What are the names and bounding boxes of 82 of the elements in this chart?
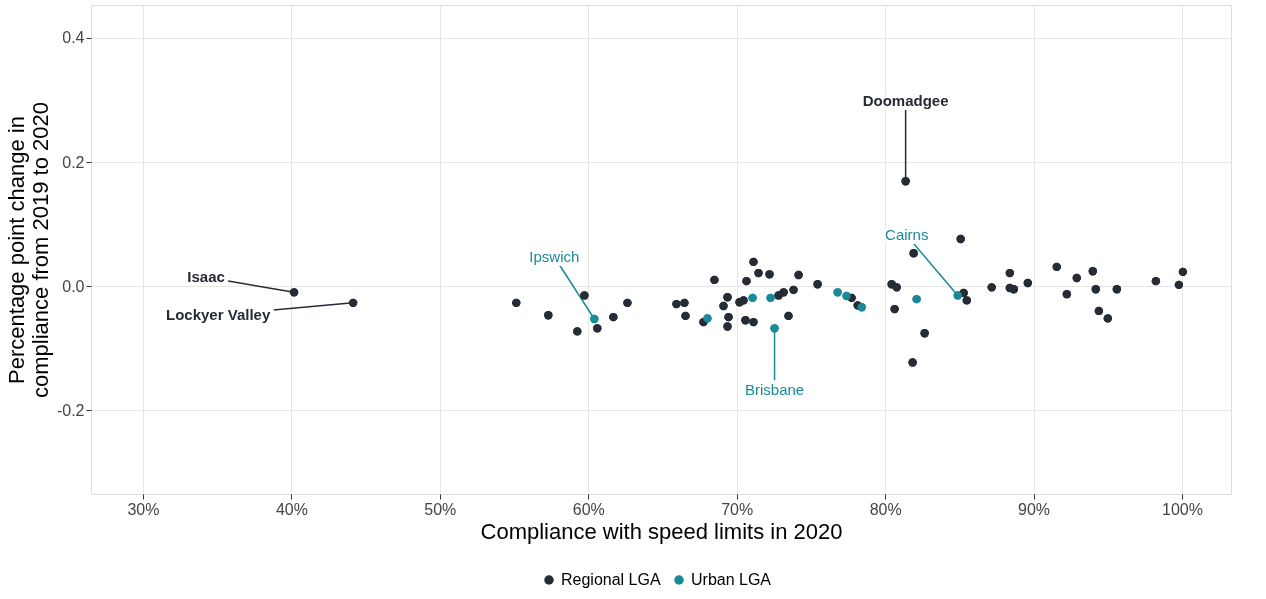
point bbox=[749, 257, 758, 267]
x-tick-label: 80% bbox=[869, 500, 902, 518]
legend-label: Regional LGA bbox=[561, 571, 661, 588]
point bbox=[609, 312, 618, 322]
point bbox=[912, 294, 921, 304]
point bbox=[953, 291, 962, 300]
point bbox=[1178, 267, 1188, 277]
point bbox=[789, 285, 798, 295]
annotation: Cairns bbox=[885, 226, 929, 244]
point bbox=[765, 270, 774, 279]
x-tick-label: 70% bbox=[721, 500, 754, 518]
point bbox=[794, 270, 803, 280]
x-tick-label: 30% bbox=[127, 500, 160, 518]
point bbox=[573, 327, 582, 336]
annotation: Isaac bbox=[187, 268, 225, 286]
point bbox=[908, 358, 917, 367]
point bbox=[1023, 278, 1032, 288]
x-axis-title: Compliance with speed limits in 2020 bbox=[480, 518, 843, 544]
point bbox=[857, 303, 866, 312]
point bbox=[1174, 280, 1184, 290]
point bbox=[770, 324, 779, 333]
point bbox=[703, 314, 712, 323]
point bbox=[742, 276, 751, 286]
point bbox=[512, 298, 521, 308]
point bbox=[1151, 276, 1161, 286]
point bbox=[833, 288, 842, 297]
point bbox=[901, 177, 910, 186]
annotation: Doomadgee bbox=[862, 92, 949, 110]
point bbox=[956, 234, 965, 244]
point bbox=[580, 291, 589, 300]
point bbox=[1094, 306, 1104, 316]
point bbox=[1009, 285, 1019, 294]
point bbox=[890, 304, 899, 314]
y-tick-label: 0.4 bbox=[62, 29, 85, 47]
point bbox=[779, 288, 788, 297]
point bbox=[739, 296, 748, 305]
point bbox=[289, 288, 299, 297]
point bbox=[710, 275, 719, 285]
x-tick-label: 100% bbox=[1162, 500, 1203, 518]
point bbox=[1088, 267, 1097, 276]
point bbox=[1005, 268, 1015, 278]
point bbox=[672, 299, 681, 309]
x-tick-label: 60% bbox=[572, 500, 605, 518]
point bbox=[962, 296, 971, 305]
y-tick-label: 0.2 bbox=[62, 153, 85, 171]
point bbox=[1091, 285, 1100, 294]
point bbox=[748, 293, 757, 303]
annotation: Ipswich bbox=[529, 248, 580, 265]
point bbox=[1072, 273, 1081, 283]
point bbox=[719, 301, 728, 311]
point bbox=[724, 312, 733, 322]
point bbox=[723, 322, 732, 331]
x-tick-label: 50% bbox=[424, 500, 457, 518]
point bbox=[544, 311, 553, 320]
point bbox=[1052, 262, 1061, 272]
point bbox=[590, 314, 599, 324]
point bbox=[754, 268, 763, 278]
point bbox=[784, 311, 793, 321]
y-tick-label: 0.0 bbox=[62, 277, 85, 295]
point bbox=[813, 280, 822, 289]
y-tick-label: -0.2 bbox=[56, 401, 85, 419]
point bbox=[909, 249, 918, 258]
x-tick-label: 40% bbox=[275, 500, 308, 518]
point bbox=[892, 283, 901, 292]
point bbox=[987, 283, 996, 292]
point bbox=[1112, 285, 1122, 294]
annotation: Brisbane bbox=[744, 381, 805, 399]
point bbox=[723, 293, 732, 302]
x-tick-label: 90% bbox=[1018, 500, 1051, 518]
point bbox=[842, 291, 851, 301]
point bbox=[681, 311, 690, 321]
point bbox=[623, 298, 632, 308]
point bbox=[1062, 290, 1072, 299]
point bbox=[593, 324, 602, 333]
legend-label: Urban LGA bbox=[691, 571, 772, 588]
point bbox=[920, 329, 929, 338]
point bbox=[680, 298, 689, 308]
point bbox=[749, 317, 758, 327]
point bbox=[1103, 314, 1112, 323]
point bbox=[766, 293, 775, 303]
point bbox=[741, 316, 750, 325]
y-axis-title: Percentage point change in compliance from 2019 to 2020 bbox=[3, 102, 53, 398]
